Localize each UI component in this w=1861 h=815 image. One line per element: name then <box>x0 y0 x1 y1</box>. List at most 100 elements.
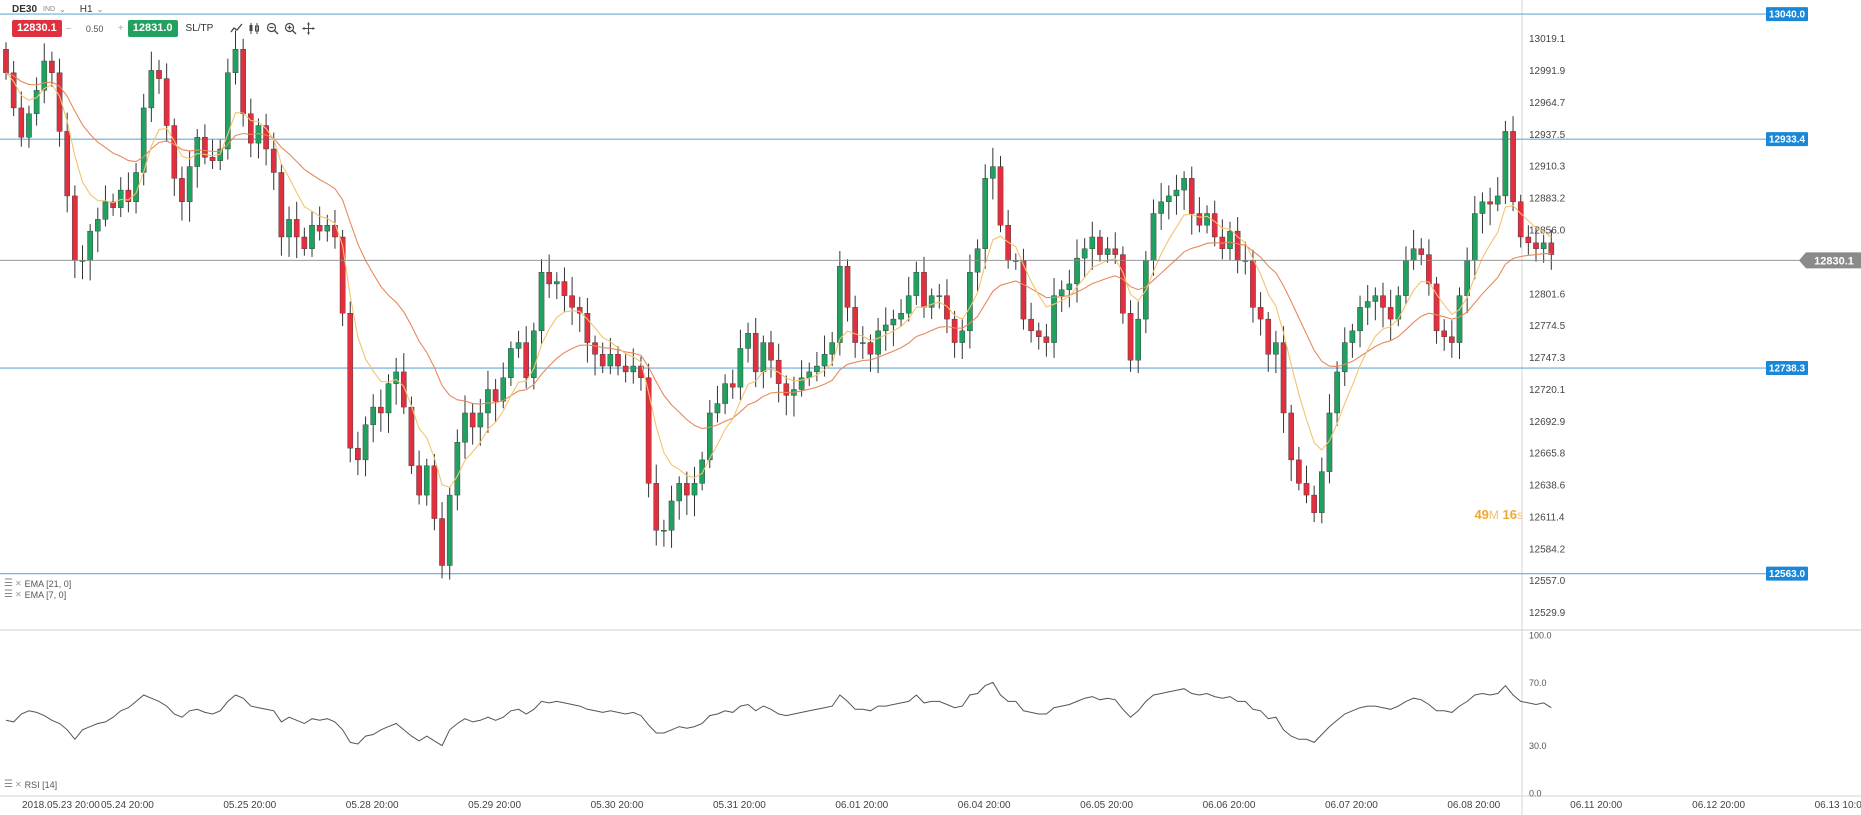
candle <box>293 201 300 259</box>
x-tick-label: 2018.05.23 20:00 <box>22 800 100 811</box>
candle <box>431 454 438 531</box>
level-label: 12933.4 <box>1766 132 1808 147</box>
candle-body <box>492 389 499 402</box>
candle <box>523 326 529 389</box>
line-chart-icon[interactable] <box>227 20 245 37</box>
candle <box>102 185 109 227</box>
candle <box>959 317 966 359</box>
close-icon[interactable]: ✕ <box>14 780 22 789</box>
buy-button[interactable]: 12831.0 <box>127 20 178 37</box>
candle <box>1525 225 1532 255</box>
symbol-label[interactable]: DE30 <box>12 3 38 15</box>
candle-body <box>477 412 484 428</box>
candle-body <box>1533 242 1539 249</box>
candle-body <box>1517 201 1524 238</box>
candle-body <box>875 330 881 355</box>
crosshair-icon[interactable] <box>299 20 317 37</box>
candle <box>171 118 178 196</box>
candle-body <box>905 295 912 314</box>
menu-icon[interactable]: ☰ <box>4 589 13 600</box>
bar-countdown: 49M 16s <box>1474 507 1523 522</box>
candle-body <box>1449 336 1455 343</box>
candle <box>1013 253 1019 270</box>
x-tick-label: 06.12 20:00 <box>1692 800 1745 811</box>
candle <box>1028 302 1034 343</box>
close-icon[interactable]: ✕ <box>14 590 22 599</box>
candle-body <box>1028 318 1034 332</box>
candle <box>814 351 820 382</box>
candle <box>1502 120 1509 205</box>
rsi-line <box>5 681 1552 747</box>
menu-icon[interactable]: ☰ <box>4 779 13 790</box>
candle <box>882 307 889 351</box>
candle <box>1540 234 1547 263</box>
sltp-button[interactable]: SL/TP <box>185 23 214 34</box>
level-label-bg <box>1766 7 1808 22</box>
menu-icon[interactable]: ☰ <box>4 578 13 589</box>
candle <box>1449 320 1455 358</box>
volume-increase-button[interactable]: + <box>117 23 124 34</box>
candle-body <box>814 365 820 373</box>
candle-body <box>691 483 698 496</box>
candle-body <box>752 332 759 373</box>
volume-stepper[interactable]: – 0.50 + <box>62 21 128 36</box>
candle <box>538 259 545 344</box>
rsi-legend[interactable]: ☰ ✕ RSI [14] <box>4 779 57 790</box>
candle-body <box>171 125 178 179</box>
candle-body <box>156 70 162 79</box>
candle-body <box>378 406 384 414</box>
candle-body <box>653 483 660 531</box>
candle <box>247 98 254 158</box>
candle-body <box>125 189 132 202</box>
candle <box>1494 177 1501 212</box>
candle-body <box>439 518 445 566</box>
candle-body <box>1548 242 1555 255</box>
timeframe-dropdown-chevron-icon[interactable]: ⌄ <box>96 4 104 14</box>
candle <box>1219 219 1226 260</box>
sell-button[interactable]: 12830.1 <box>12 20 62 37</box>
timeframe-label[interactable]: H1 <box>79 3 93 15</box>
candle-body <box>393 371 399 384</box>
zoom-out-icon[interactable] <box>263 20 281 37</box>
volume-decrease-button[interactable]: – <box>65 23 72 34</box>
candle <box>1051 278 1057 358</box>
candle-body <box>867 342 874 355</box>
candle-body <box>1403 260 1409 296</box>
candle <box>1165 185 1172 220</box>
candle <box>446 486 453 580</box>
candle-body <box>1173 189 1180 197</box>
candle-body <box>416 465 422 496</box>
candle-body <box>1410 248 1417 261</box>
candle-body <box>523 342 529 378</box>
zoom-in-icon[interactable] <box>281 20 299 37</box>
candle <box>898 299 904 327</box>
candle-body <box>1326 412 1333 472</box>
candle-body <box>41 60 48 91</box>
candle-body <box>1120 254 1126 314</box>
close-icon[interactable]: ✕ <box>14 579 22 588</box>
volume-value[interactable]: 0.50 <box>85 23 104 34</box>
candle <box>684 471 690 516</box>
candle-body <box>1296 459 1302 484</box>
candle-body <box>270 148 277 173</box>
candle-chart-icon[interactable] <box>245 20 263 37</box>
candle <box>1510 116 1516 212</box>
candle <box>309 211 315 257</box>
symbol-dropdown-chevron-icon[interactable]: ⌄ <box>59 4 66 14</box>
candle <box>1464 247 1470 314</box>
candle <box>393 357 399 405</box>
candle-body <box>370 406 377 425</box>
candle-body <box>347 313 354 449</box>
candle-body <box>615 354 621 367</box>
candle <box>64 112 70 213</box>
candle <box>232 30 239 85</box>
candle <box>745 322 751 363</box>
candle <box>1548 229 1555 270</box>
ema21-legend[interactable]: ☰ ✕ EMA [21, 0] <box>4 578 71 589</box>
candle <box>508 341 514 386</box>
rsi-tick-label: 70.0 <box>1529 678 1547 688</box>
ema7-legend[interactable]: ☰ ✕ EMA [7, 0] <box>4 589 66 600</box>
candle-body <box>1494 195 1501 205</box>
